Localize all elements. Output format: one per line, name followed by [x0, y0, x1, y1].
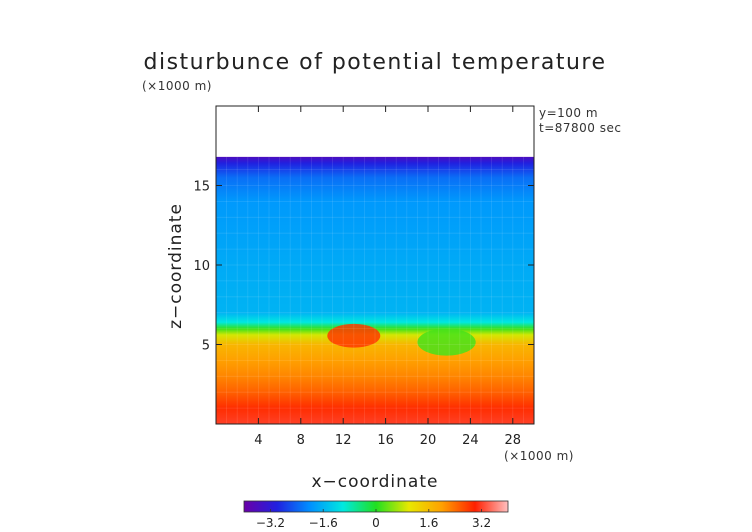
x-tick-label: 12: [335, 433, 352, 448]
y-tick-label: 15: [193, 180, 210, 195]
field-background: [216, 156, 534, 424]
heatmap-field: [216, 156, 534, 424]
colorbar-tick-label: −1.6: [309, 516, 338, 530]
x-tick-label: 8: [297, 433, 305, 448]
x-axis-ticks: 4 8 12 16 20 24 28: [254, 106, 521, 448]
field-feature-2: [417, 328, 476, 356]
colorbar-tick-label: 1.6: [419, 516, 438, 530]
z-unit-label: (×1000 m): [142, 79, 212, 93]
colorbar-tick-label: 0: [372, 516, 380, 530]
chart-title: disturbunce of potential temperature: [144, 50, 607, 75]
y-tick-label: 10: [193, 259, 210, 274]
x-tick-label: 24: [462, 433, 479, 448]
field-grid-texture: [216, 156, 534, 424]
field-feature-1: [327, 323, 381, 348]
y-axis-label: z−coordinate: [166, 203, 186, 329]
x-unit-label: (×1000 m): [504, 449, 574, 463]
x-axis-label: x−coordinate: [312, 472, 439, 492]
x-tick-label: 16: [377, 433, 394, 448]
y-tick-label: 5: [202, 339, 210, 354]
colorbar-tick-label: −3.2: [256, 516, 285, 530]
x-tick-label: 28: [505, 433, 522, 448]
colorbar-ticks: −3.2 −1.6 0 1.6 3.2: [256, 509, 491, 530]
y-axis-ticks: 5 10 15: [193, 180, 534, 354]
annotation-time: t=87800 sec: [539, 121, 621, 135]
x-tick-label: 20: [420, 433, 437, 448]
x-tick-label: 4: [254, 433, 262, 448]
colorbar-tick-label: 3.2: [472, 516, 491, 530]
annotation-y-position: y=100 m: [539, 106, 598, 120]
